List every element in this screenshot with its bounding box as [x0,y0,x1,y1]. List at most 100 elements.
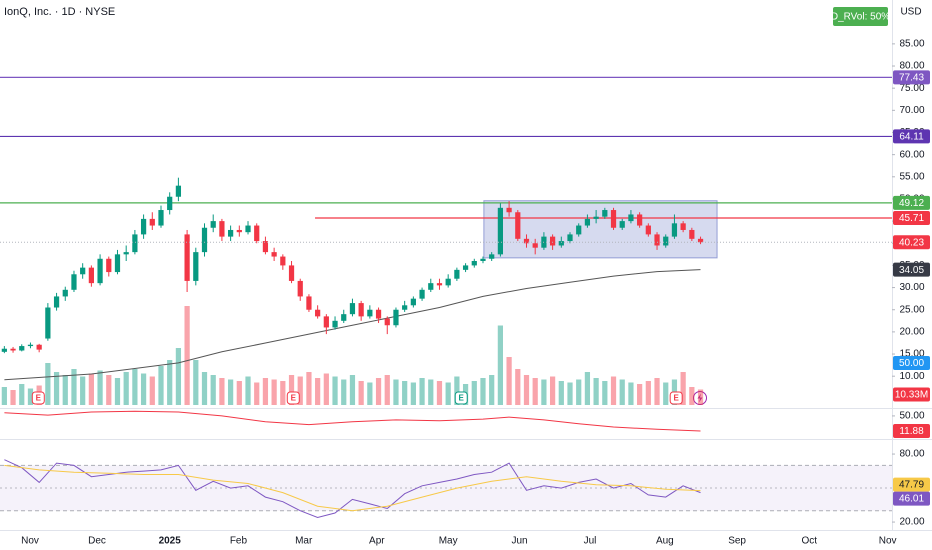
volume-bar [341,379,347,405]
indicator-line [4,459,701,519]
volume-bar [62,375,68,405]
candle-body [193,252,199,281]
candle-body [680,223,686,230]
volume-bar [10,390,16,405]
volume-bar [280,381,286,405]
x-tick-label: Jun [511,536,527,547]
y-tick-label: 55.00 [899,171,924,182]
price-badge [893,356,930,370]
x-tick-label: Nov [21,536,39,547]
candle-body [654,234,660,246]
x-tick-label: Apr [369,536,385,547]
volume-bar [219,378,225,405]
volume-bar [549,376,556,405]
price-badge-label: 34.05 [899,265,924,276]
candle-body [393,309,399,326]
candle-body [462,265,469,270]
range-box [483,200,718,259]
chart-title: IonQ, Inc. · 1D · NYSE [4,6,115,18]
price-badge-label: 50.00 [899,358,924,369]
candle-body [106,258,112,273]
price-badge [893,423,930,438]
volume-bar [454,376,460,405]
y-tick-label: 15.00 [899,349,924,360]
candle-body [628,214,634,222]
x-tick-label: Mar [295,536,313,547]
volume-bar [506,357,512,405]
candle-body [576,225,582,235]
candle-body [341,314,347,321]
volume-bar [515,369,521,405]
candle-body [53,296,60,308]
volume-bar [80,376,86,405]
currency: USD [900,7,921,18]
volume-bar [375,378,382,405]
volume-bar [236,381,242,405]
candle-body [10,348,16,351]
event-label: E [674,394,680,403]
candle-body [506,207,512,213]
candle-body [358,303,364,317]
volume-bar [541,379,547,405]
y-tick-label: 30.00 [899,282,924,293]
x-tick-label: Jul [584,536,597,547]
candle-body [236,229,242,233]
candle-body [184,234,190,281]
candle-body [445,278,451,286]
candle-body [123,252,129,255]
volume-bar [576,379,582,405]
volume-bar [497,325,504,405]
volume-bar [193,360,199,405]
price-badge-label: 77.43 [899,73,924,84]
volume-bar [654,378,660,405]
volume-bar [114,378,121,405]
x-tick-label: Oct [802,536,818,547]
volume-bar [88,373,94,405]
candle-body [114,254,121,273]
indicator-line [4,410,701,432]
candle-body [36,344,42,350]
price-badge [893,491,930,506]
candle-body [471,260,477,266]
alert-icon[interactable] [693,391,707,405]
candle-body [80,267,86,275]
event-marker [31,391,45,405]
volume-bar [402,381,408,405]
candle-body [523,238,530,244]
rvol-label: D_RVol: 50% [831,12,890,23]
volume-bar [106,375,112,405]
price-badge-label: 47.79 [899,480,924,491]
volume-bar [1,387,7,405]
candle-body [349,303,356,315]
volume-bar [358,381,364,405]
volume-bar [306,372,312,405]
candle-body [610,210,617,228]
candle-body [288,265,295,281]
price-badge [893,129,930,144]
volume-bar [393,379,399,405]
candle-body [619,221,625,228]
candle-body [532,243,538,248]
candle-body [567,234,573,242]
volume-bar [323,373,329,405]
volume-bar [628,382,634,405]
volume-bar [523,375,530,405]
volume-bar [332,376,338,405]
candle-body [410,298,416,306]
candle-body [332,320,338,328]
volume-bar [619,379,625,405]
volume-bar [419,378,425,405]
candle-body [297,280,303,297]
candle-body [428,283,434,290]
volume-bar [245,376,251,405]
candle-body [384,318,390,326]
volume-bar [602,381,608,405]
candle-body [280,256,286,266]
event-label: E [291,394,297,403]
x-tick-label: Aug [656,536,674,547]
price-badge-label: 10.33M [895,390,928,401]
volume-bar [480,378,486,405]
y-tick-label: 80.00 [899,449,924,460]
rvol-box [833,7,888,26]
candle-body [132,234,138,253]
